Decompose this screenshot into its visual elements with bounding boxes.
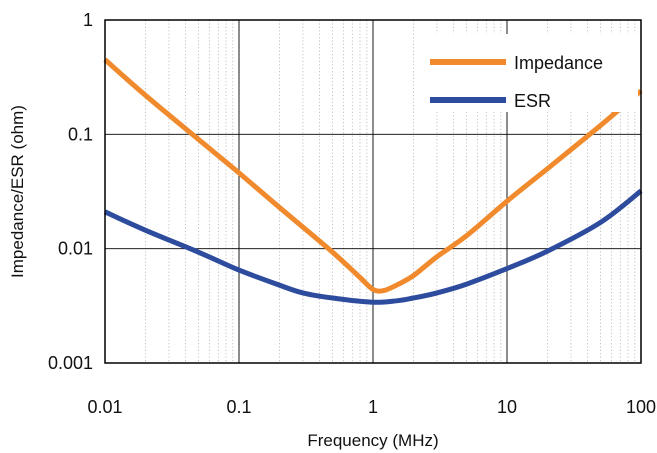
y-axis-title: Impedance/ESR (ohm)	[8, 105, 27, 278]
plot-frame	[104, 19, 642, 364]
series-line-impedance	[103, 57, 643, 294]
legend-label: Impedance	[514, 53, 603, 73]
x-axis-title: Frequency (MHz)	[307, 431, 438, 450]
x-tick-labels: 0.01 0.1 1 10 100	[87, 397, 656, 417]
x-tick-label: 0.01	[87, 397, 122, 417]
y-tick-labels: 0.001 0.01 0.1 1	[48, 10, 93, 373]
series-layer	[103, 57, 643, 305]
x-tick-label: 10	[497, 397, 517, 417]
legend: Impedance ESR	[416, 34, 638, 112]
y-tick-label: 0.001	[48, 353, 93, 373]
y-tick-label: 0.01	[58, 239, 93, 259]
x-tick-label: 1	[368, 397, 378, 417]
series-line-esr	[103, 188, 643, 305]
y-tick-label: 0.1	[68, 124, 93, 144]
x-tick-label: 100	[626, 397, 656, 417]
y-tick-label: 1	[83, 10, 93, 30]
legend-label: ESR	[514, 91, 551, 111]
minor-grid	[145, 20, 636, 363]
x-tick-label: 0.1	[226, 397, 251, 417]
